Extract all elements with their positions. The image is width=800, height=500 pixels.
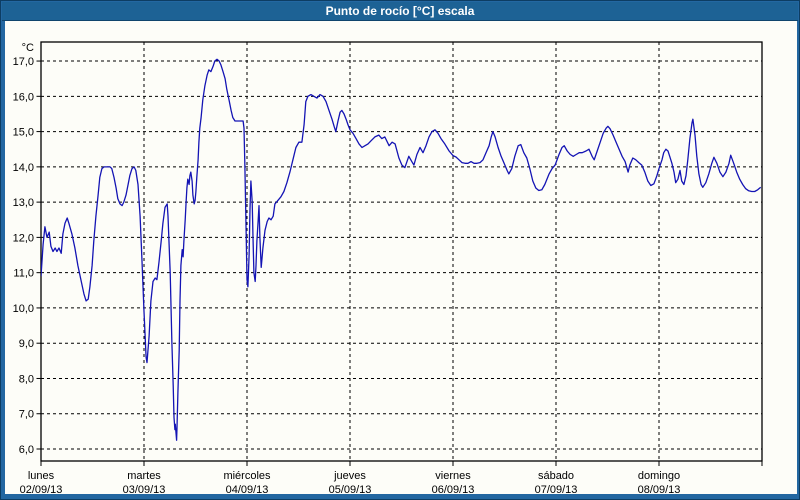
x-day-label: domingo: [638, 470, 680, 482]
y-tick-label: 15,0: [13, 127, 34, 139]
y-tick-label: 11,0: [13, 268, 34, 280]
y-tick-label: 14,0: [13, 162, 34, 174]
chart-content-area: [5, 21, 797, 494]
y-tick-label: 12,0: [13, 232, 34, 244]
y-tick-label: 17,0: [13, 56, 34, 68]
plot-border: [40, 41, 763, 462]
y-tick-label: 16,0: [13, 91, 34, 103]
dewpoint-series-line: [41, 58, 762, 441]
chart-title-bar: Punto de rocío [°C] escala: [2, 2, 798, 21]
x-day-label: lunes: [28, 470, 55, 482]
x-date-label: 02/09/13: [20, 484, 63, 496]
x-day-label: viernes: [435, 470, 471, 482]
y-tick-label: 6,0: [19, 444, 34, 456]
x-date-label: 03/09/13: [123, 484, 166, 496]
y-tick-label: 7,0: [19, 409, 34, 421]
chart-title: Punto de rocío [°C] escala: [325, 4, 475, 18]
x-date-label: 07/09/13: [535, 484, 578, 496]
y-tick-label: 8,0: [19, 373, 34, 385]
x-date-label: 06/09/13: [432, 484, 475, 496]
y-tick-label: 10,0: [13, 303, 34, 315]
x-day-label: martes: [127, 470, 161, 482]
y-tick-label: 13,0: [13, 197, 34, 209]
x-day-label: miércoles: [223, 470, 271, 482]
x-date-label: 04/09/13: [226, 484, 269, 496]
x-date-label: 08/09/13: [638, 484, 681, 496]
x-day-label: sábado: [538, 470, 574, 482]
x-day-label: jueves: [333, 470, 366, 482]
x-date-label: 05/09/13: [329, 484, 372, 496]
y-tick-label: 9,0: [19, 338, 34, 350]
y-axis-unit-label: °C: [22, 42, 34, 54]
